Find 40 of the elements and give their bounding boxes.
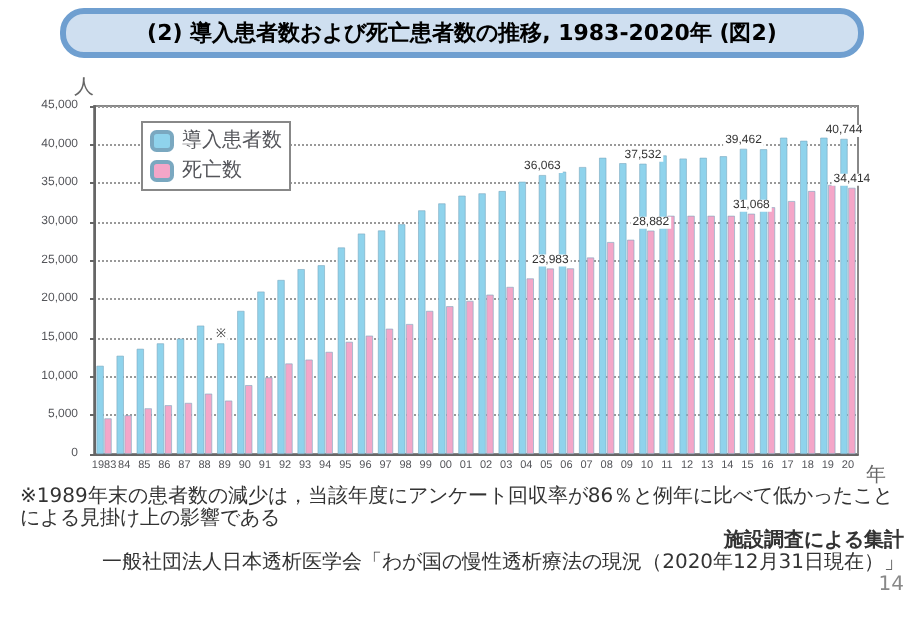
bar: [156, 343, 165, 454]
bar: [136, 348, 144, 454]
bar: [518, 181, 526, 454]
bar: [699, 157, 707, 454]
bar: [277, 280, 285, 454]
text: 14: [876, 574, 904, 596]
bar: [317, 265, 325, 454]
bar: [800, 140, 808, 454]
bar: [820, 137, 828, 454]
bar: [176, 338, 185, 454]
bar: [96, 365, 104, 454]
chart-title: (2) 導入患者数および死亡患者数の推移, 1983-2020年 (図2): [60, 8, 864, 58]
y-axis-title: 人: [74, 77, 94, 99]
bar: [398, 224, 406, 454]
bar: [679, 158, 687, 454]
bar: [478, 193, 486, 454]
legend-label: 死亡数: [182, 158, 242, 182]
bar: [619, 163, 627, 454]
bar: [438, 203, 446, 454]
bar: [257, 291, 265, 454]
bar: [377, 230, 386, 454]
bar: [297, 269, 305, 454]
bar: [579, 167, 587, 454]
x-axis-title: 年: [865, 463, 886, 487]
bar: [458, 195, 466, 454]
text: 施設調査による集計: [722, 530, 904, 552]
bar: [337, 247, 345, 454]
bar: [116, 355, 124, 454]
bar: [357, 233, 366, 454]
text: 一般社団法人日本透析医学会「わが国の慢性透析療法の現況（2020年12月31日現在）」: [100, 552, 904, 574]
bar: [719, 156, 727, 454]
bar: [237, 310, 245, 454]
bar: [418, 210, 426, 454]
bar: [599, 157, 607, 454]
text: ※1989年末の患者数の減少は，当該年度にアンケート回収率が86％と例年に比べて低かったことによる見掛け上の影響である: [20, 486, 894, 530]
bar: [780, 137, 788, 454]
bar: [217, 343, 225, 454]
bar: [498, 191, 506, 454]
legend-label: 導入患者数: [182, 128, 282, 152]
bar: [197, 325, 205, 454]
